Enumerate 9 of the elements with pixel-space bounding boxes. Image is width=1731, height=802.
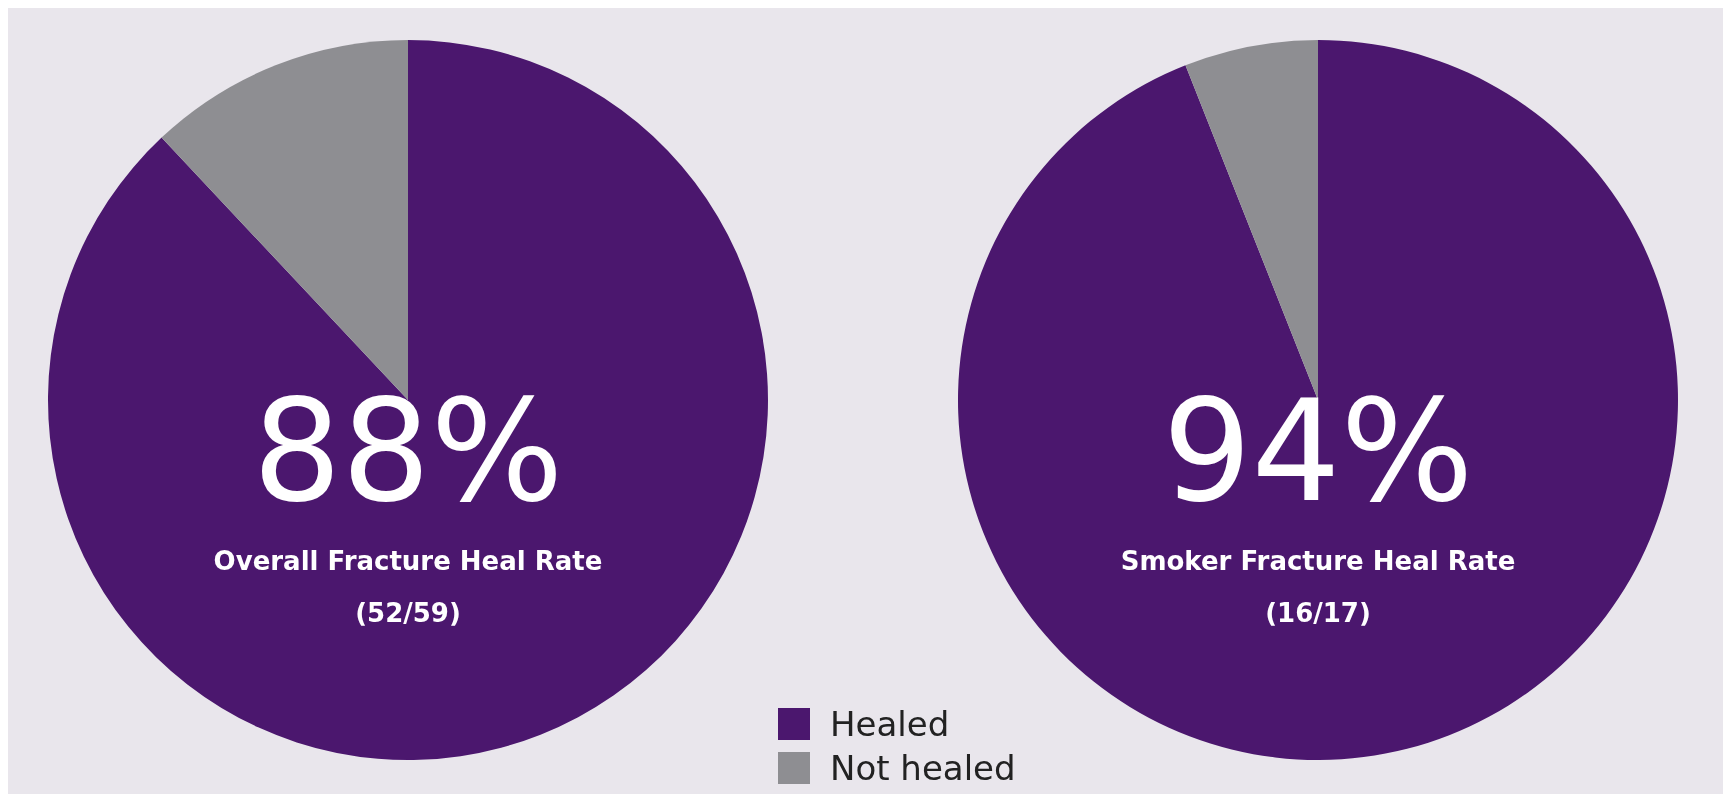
pie-slice bbox=[48, 40, 768, 760]
legend-label: Healed bbox=[830, 704, 950, 744]
text: Smoker Fracture Heal Rate bbox=[1120, 546, 1516, 576]
text: Overall Fracture Heal Rate bbox=[213, 546, 603, 576]
text: (52/59) bbox=[355, 598, 461, 628]
data-label: 88% bbox=[252, 370, 564, 533]
text: (16/17) bbox=[1265, 598, 1371, 628]
data-label: 94% bbox=[1162, 370, 1474, 533]
legend-label: Not healed bbox=[830, 748, 1016, 788]
